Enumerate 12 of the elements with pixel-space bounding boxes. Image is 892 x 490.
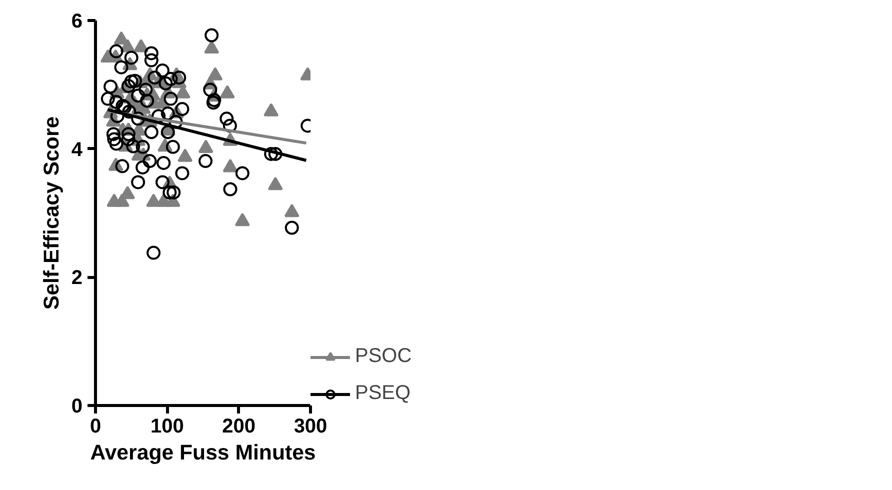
y-axis-title: Self-Efficacy Score <box>39 116 64 310</box>
x-tick-label: 200 <box>222 416 256 438</box>
x-axis-title: Average Fuss Minutes <box>90 440 316 464</box>
y-tick-label: 2 <box>71 267 82 290</box>
legend-label: PSEQ <box>355 382 411 405</box>
y-tick-label: 6 <box>71 10 82 32</box>
x-tick-label: 0 <box>90 416 102 438</box>
x-tick-label: 300 <box>294 416 328 438</box>
y-tick-label: 4 <box>71 138 84 161</box>
x-tick-label: 100 <box>150 416 184 438</box>
y-tick-label: 0 <box>71 396 82 418</box>
legend-label: PSOC <box>355 345 412 368</box>
